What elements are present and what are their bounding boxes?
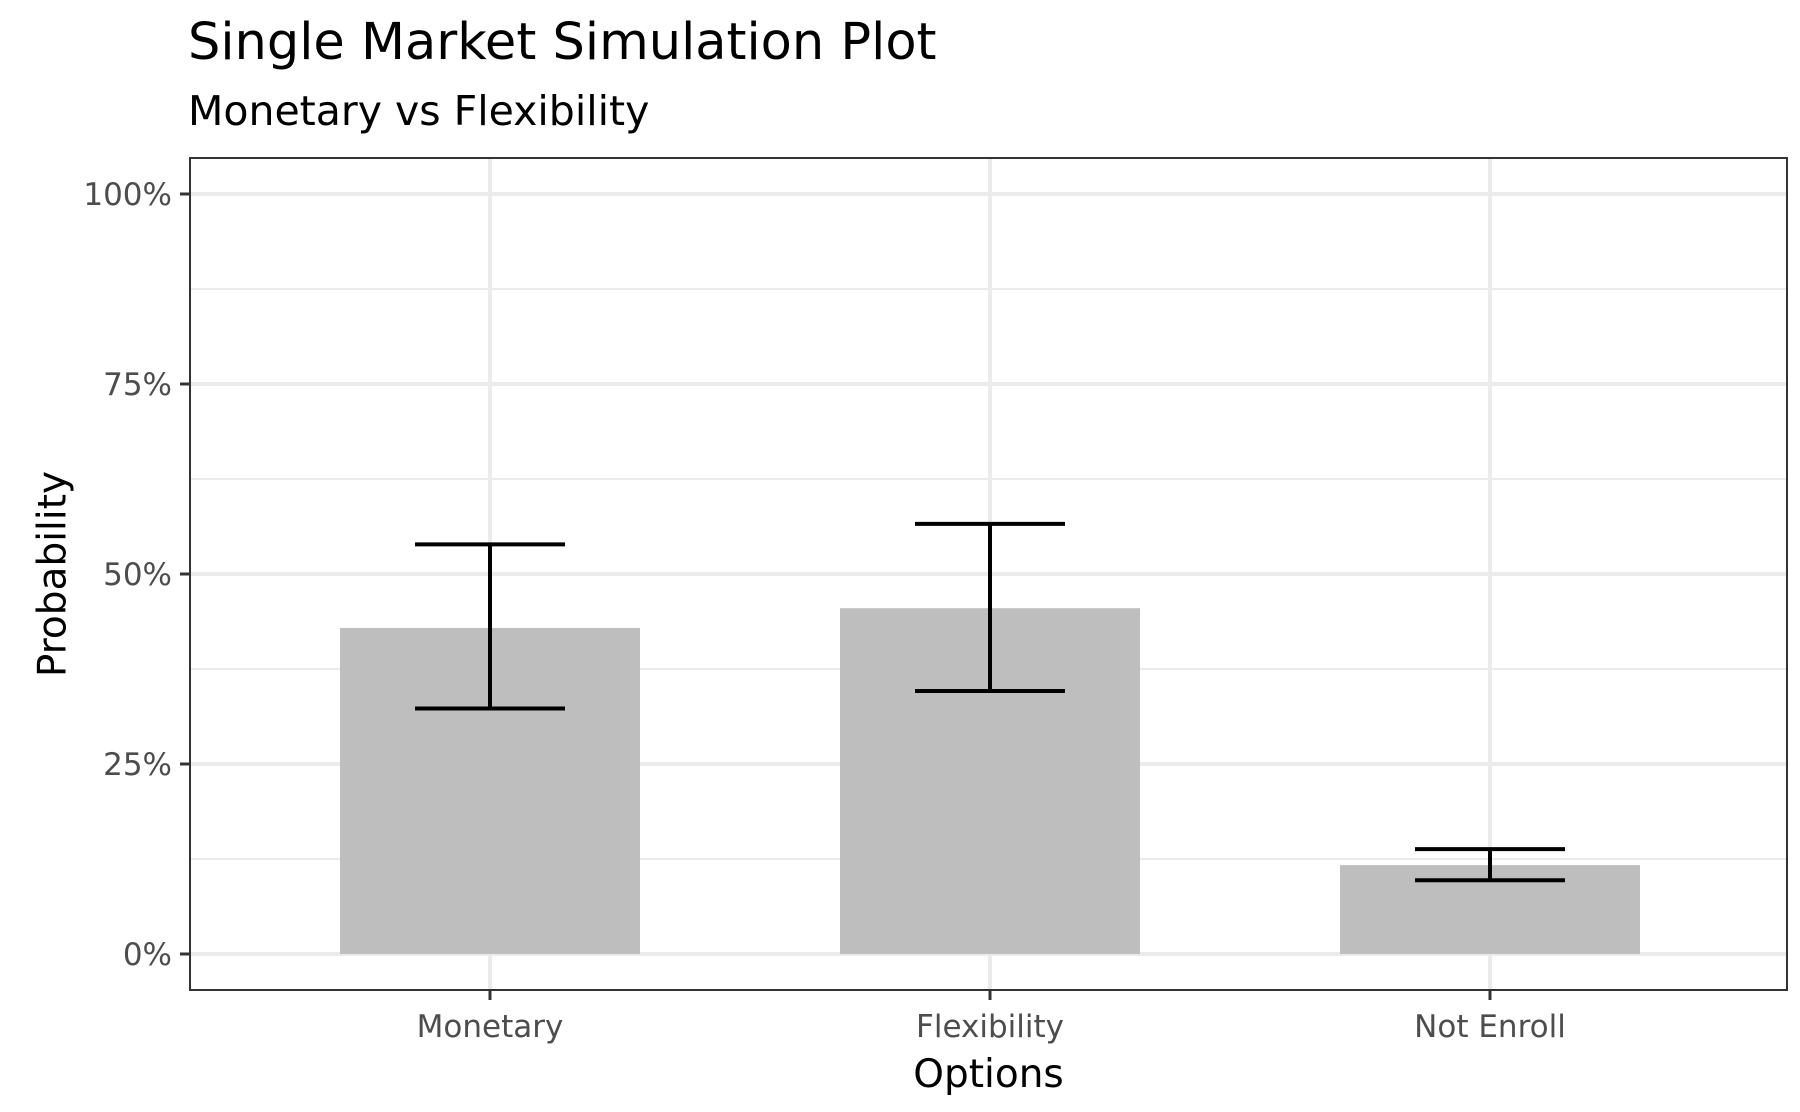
x-axis-title: Options [913, 1052, 1063, 1097]
bar-layer [340, 608, 1640, 954]
chart-title: Single Market Simulation Plot [188, 13, 937, 72]
y-tick-label: 75% [103, 367, 172, 403]
y-tick-label: 0% [123, 937, 172, 973]
x-tick-label: Flexibility [916, 1009, 1064, 1045]
errorbar-layer [415, 521, 1565, 883]
y-tick-label: 50% [103, 557, 172, 593]
y-tick-label: 100% [83, 177, 172, 213]
chart-subtitle: Monetary vs Flexibility [188, 87, 650, 135]
y-tick-label: 25% [103, 747, 172, 783]
y-axis-title: Probability [31, 471, 76, 677]
x-tick-label: Not Enroll [1414, 1009, 1566, 1045]
tick-layer: 0% 25% 50% 75% 100% Monetary Flexibility Not En… [83, 177, 1565, 1045]
x-tick-label: Monetary [417, 1009, 564, 1045]
